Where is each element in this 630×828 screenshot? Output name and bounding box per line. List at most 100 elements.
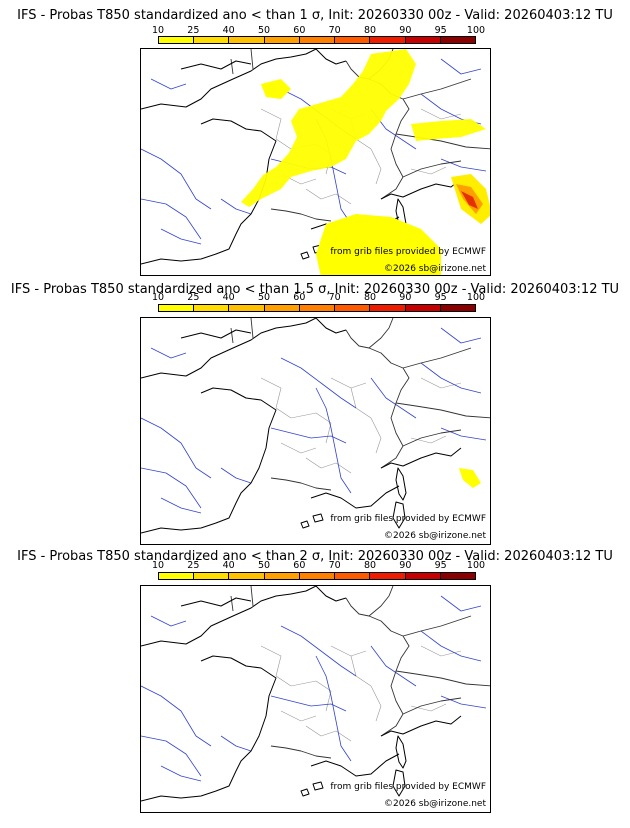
river-line (270, 695, 347, 712)
coastline (380, 447, 462, 469)
panel-1-map: from grib files provided by ECMWF ©2026 … (140, 48, 491, 276)
coastline (395, 735, 407, 769)
colorbar-segment (194, 37, 230, 43)
colorbar-ticks: 10 25 40 50 60 70 80 90 95 100 (152, 292, 485, 304)
country-border (402, 429, 462, 447)
coastline (395, 467, 407, 501)
admin-boundary (305, 725, 352, 742)
colorbar-tick-label: 60 (293, 560, 306, 571)
admin-boundary (290, 412, 332, 444)
river-line (440, 695, 487, 709)
coastline (315, 586, 347, 602)
river-line (141, 685, 212, 747)
river-line (280, 625, 357, 677)
copyright-credit: ©2026 sb@irizone.net (384, 264, 486, 274)
river-line (150, 78, 187, 90)
coastline (141, 387, 277, 534)
admin-boundary (420, 377, 462, 389)
colorbar-tick-label: 80 (363, 292, 377, 303)
colorbar (158, 572, 476, 580)
colorbar-segment (335, 37, 371, 43)
coastline (141, 586, 317, 647)
colorbar-segment (264, 37, 300, 43)
admin-boundary (330, 377, 367, 389)
country-border (230, 49, 254, 75)
admin-boundary (280, 710, 317, 722)
colorbar-segment (159, 573, 195, 579)
colorbar-tick-label: 95 (434, 292, 447, 303)
colorbar-tick-label: 95 (434, 560, 447, 571)
coastline (141, 655, 277, 802)
colorbar-segment (299, 305, 336, 311)
river-line (440, 427, 487, 441)
probability-shading-layer (241, 49, 490, 275)
coastline (310, 485, 400, 509)
colorbar-tick-label: 90 (399, 292, 412, 303)
colorbar-tick-label: 10 (151, 560, 165, 571)
colorbar-tick-label: 60 (293, 25, 306, 36)
colorbar-tick-label: 50 (257, 560, 271, 571)
copyright-credit: ©2026 sb@irizone.net (384, 531, 486, 541)
country-border (270, 745, 332, 759)
river-line (420, 630, 482, 662)
copyright-credit: ©2026 sb@irizone.net (384, 799, 486, 809)
river-line (315, 387, 352, 494)
admin-boundary (290, 680, 332, 712)
river-line (160, 765, 202, 782)
country-border (402, 78, 472, 100)
colorbar-tick-label: 40 (222, 292, 235, 303)
colorbar-segment (299, 573, 336, 579)
colorbar-tick-label: 10 (151, 292, 165, 303)
panel-2-map: from grib files provided by ECMWF ©2026 … (140, 317, 491, 545)
admin-boundary (350, 387, 372, 419)
coastline (141, 49, 317, 110)
colorbar-segment (229, 573, 265, 579)
colorbar-segment (264, 573, 300, 579)
colorbar-segment (370, 573, 406, 579)
admin-boundary (370, 685, 382, 722)
river-line (220, 735, 252, 752)
river-line (150, 615, 187, 627)
coastline (315, 318, 347, 334)
admin-boundary (280, 442, 317, 454)
colorbar-tick-label: 40 (222, 560, 235, 571)
source-credit: from grib files provided by ECMWF (330, 782, 486, 792)
river-line (440, 327, 482, 344)
river-line (440, 58, 482, 75)
admin-boundary (370, 148, 382, 185)
river-line (141, 148, 212, 210)
river-line (160, 228, 202, 245)
colorbar-segment (159, 37, 195, 43)
river-line (370, 377, 417, 419)
river-line (440, 158, 487, 172)
colorbar-segment (194, 573, 230, 579)
source-credit: from grib files provided by ECMWF (330, 514, 486, 524)
coastline (300, 788, 310, 797)
colorbar-segment (159, 305, 195, 311)
admin-boundary (260, 377, 292, 419)
country-border (402, 160, 462, 178)
admin-boundary (410, 435, 447, 444)
colorbar-tick-label: 70 (328, 292, 341, 303)
colorbar-segment (405, 305, 441, 311)
country-border (230, 318, 254, 344)
colorbar-ticks: 10 25 40 50 60 70 80 90 95 100 (152, 25, 485, 37)
colorbar-segment (229, 37, 265, 43)
panel-3-title: IFS - Probas T850 standardized ano < tha… (17, 549, 613, 564)
coastline (315, 49, 347, 65)
country-border (402, 697, 462, 715)
colorbar-segment (440, 37, 475, 43)
colorbar-ticks: 10 25 40 50 60 70 80 90 95 100 (152, 560, 485, 572)
river-line (141, 467, 202, 509)
country-border (402, 615, 472, 637)
colorbar-segment (440, 573, 475, 579)
river-line (150, 347, 187, 359)
colorbar-tick-label: 50 (257, 25, 271, 36)
river-line (280, 357, 357, 409)
coastline (180, 597, 252, 607)
colorbar-segment (299, 37, 336, 43)
river-line (440, 595, 482, 612)
coastline (141, 118, 277, 265)
panel-3-map: from grib files provided by ECMWF ©2026 … (140, 585, 491, 813)
admin-boundary (350, 655, 372, 687)
